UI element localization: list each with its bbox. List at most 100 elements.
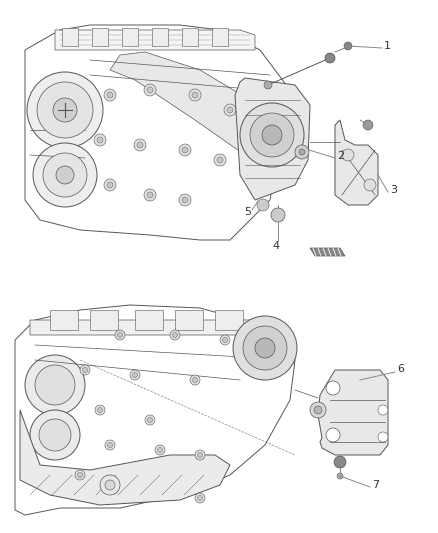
Circle shape [223, 337, 227, 343]
Circle shape [117, 333, 123, 337]
Circle shape [78, 472, 82, 478]
Circle shape [104, 179, 116, 191]
Circle shape [107, 182, 113, 188]
Polygon shape [25, 25, 290, 240]
Circle shape [337, 473, 343, 479]
Circle shape [220, 335, 230, 345]
Circle shape [170, 330, 180, 340]
Circle shape [147, 87, 153, 93]
Circle shape [179, 194, 191, 206]
Circle shape [257, 199, 269, 211]
Circle shape [179, 144, 191, 156]
Circle shape [148, 417, 152, 423]
Circle shape [182, 197, 188, 203]
Circle shape [363, 120, 373, 130]
Circle shape [198, 496, 202, 500]
Circle shape [195, 493, 205, 503]
Circle shape [295, 145, 309, 159]
Circle shape [310, 402, 326, 418]
Circle shape [224, 104, 236, 116]
Circle shape [190, 375, 200, 385]
Circle shape [299, 149, 305, 155]
Circle shape [378, 432, 388, 442]
Circle shape [325, 53, 335, 63]
Polygon shape [310, 248, 345, 256]
Circle shape [115, 330, 125, 340]
Circle shape [243, 326, 287, 370]
Bar [175, 310, 203, 330]
Circle shape [137, 142, 143, 148]
Circle shape [255, 338, 275, 358]
Text: 2: 2 [337, 151, 344, 161]
Circle shape [27, 72, 103, 148]
Polygon shape [55, 30, 255, 50]
Circle shape [342, 149, 354, 161]
Circle shape [30, 410, 80, 460]
Bar [50, 310, 78, 330]
Circle shape [104, 89, 116, 101]
Circle shape [105, 480, 115, 490]
Circle shape [145, 415, 155, 425]
Bar [92, 28, 108, 46]
Circle shape [82, 367, 88, 373]
Circle shape [227, 107, 233, 113]
Circle shape [271, 208, 285, 222]
Circle shape [326, 428, 340, 442]
Circle shape [133, 373, 138, 377]
Circle shape [240, 103, 304, 167]
Circle shape [195, 450, 205, 460]
Polygon shape [335, 120, 378, 205]
Circle shape [107, 92, 113, 98]
Circle shape [192, 377, 198, 383]
Text: 7: 7 [372, 480, 379, 490]
Circle shape [35, 365, 75, 405]
Circle shape [198, 453, 202, 457]
Bar [215, 310, 243, 330]
Circle shape [182, 147, 188, 153]
Polygon shape [30, 320, 285, 335]
Circle shape [56, 166, 74, 184]
Circle shape [43, 153, 87, 197]
Circle shape [217, 157, 223, 163]
Circle shape [39, 419, 71, 451]
Bar [62, 28, 78, 46]
Text: 3: 3 [390, 185, 397, 195]
Circle shape [53, 98, 77, 122]
Circle shape [314, 406, 322, 414]
Circle shape [100, 475, 120, 495]
Circle shape [233, 316, 297, 380]
Circle shape [144, 84, 156, 96]
Text: 4: 4 [272, 241, 279, 251]
Circle shape [250, 113, 294, 157]
Circle shape [98, 408, 102, 413]
Bar [182, 28, 198, 46]
Circle shape [158, 448, 162, 453]
Circle shape [378, 405, 388, 415]
Text: 5: 5 [244, 207, 251, 217]
Circle shape [192, 92, 198, 98]
Circle shape [144, 189, 156, 201]
Circle shape [334, 456, 346, 468]
Polygon shape [15, 305, 295, 515]
Text: 6: 6 [397, 364, 404, 374]
Circle shape [95, 405, 105, 415]
Polygon shape [20, 410, 230, 505]
Polygon shape [318, 370, 388, 455]
Circle shape [189, 89, 201, 101]
Circle shape [214, 154, 226, 166]
Circle shape [94, 134, 106, 146]
Bar [152, 28, 168, 46]
Circle shape [37, 82, 93, 138]
Circle shape [134, 139, 146, 151]
Circle shape [80, 365, 90, 375]
Circle shape [262, 125, 282, 145]
Circle shape [326, 381, 340, 395]
Circle shape [264, 81, 272, 89]
Circle shape [75, 470, 85, 480]
Circle shape [33, 143, 97, 207]
Circle shape [344, 42, 352, 50]
Polygon shape [110, 52, 285, 165]
Circle shape [173, 333, 177, 337]
Polygon shape [235, 78, 310, 200]
Bar [212, 28, 228, 46]
